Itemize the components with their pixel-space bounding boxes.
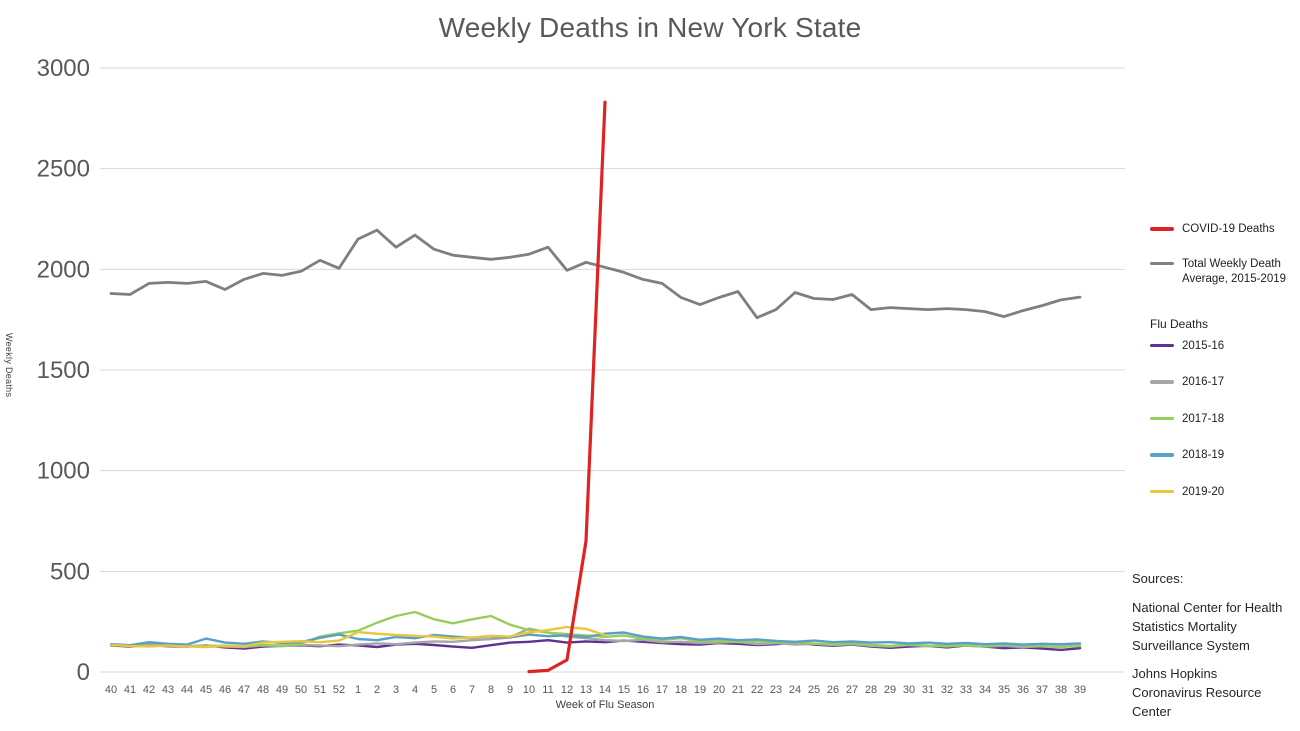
- x-tick-label: 51: [314, 684, 326, 696]
- series-line-covid-19-deaths: [527, 100, 607, 674]
- x-tick-label: 42: [143, 684, 155, 696]
- x-tick-label: 20: [713, 684, 725, 696]
- legend-swatch-2017-18: [1150, 416, 1174, 421]
- x-tick-label: 22: [751, 684, 763, 696]
- x-tick-label: 1: [355, 684, 361, 696]
- x-tick-label: 25: [808, 684, 820, 696]
- x-tick-label: 15: [618, 684, 630, 696]
- y-tick-label: 1000: [37, 458, 90, 485]
- legend-item-total-average: Total Weekly Death Average, 2015-2019: [1150, 257, 1300, 288]
- y-tick-label: 3000: [37, 55, 90, 82]
- x-tick-label: 35: [998, 684, 1010, 696]
- legend-label-2019-20: 2019-20: [1182, 485, 1225, 498]
- legend-swatch-2016-17: [1150, 380, 1174, 384]
- x-tick-label: 6: [450, 684, 456, 696]
- source-item-nchs: National Center for Health Statistics Mo…: [1132, 599, 1283, 653]
- x-tick-label: 3: [393, 684, 399, 696]
- x-tick-label: 49: [276, 684, 288, 696]
- legend-swatch-total-average: [1150, 261, 1174, 266]
- sources-block: Sources: National Center for Health Stat…: [1132, 570, 1300, 731]
- series-line-2019-20: [109, 625, 607, 649]
- x-tick-label: 52: [333, 684, 345, 696]
- x-tick-label: 45: [200, 684, 212, 696]
- x-tick-label: 29: [884, 684, 896, 696]
- x-tick-label: 23: [770, 684, 782, 696]
- x-tick-label: 11: [542, 684, 553, 696]
- x-tick-label: 13: [580, 684, 592, 696]
- x-tick-label: 50: [295, 684, 307, 696]
- x-tick-label: 24: [789, 684, 801, 696]
- legend-label-2017-18: 2017-18: [1182, 412, 1225, 425]
- x-tick-label: 16: [637, 684, 649, 696]
- x-tick-label: 27: [846, 684, 858, 696]
- x-tick-label: 2: [374, 684, 380, 696]
- legend-label-2015-16: 2015-16: [1182, 339, 1225, 352]
- legend-item-covid: COVID-19 Deaths: [1150, 222, 1300, 238]
- x-tick-label: 9: [507, 684, 513, 696]
- x-axis-title: Week of Flu Season: [555, 699, 655, 711]
- y-tick-label: 1500: [37, 357, 90, 384]
- x-tick-label: 14: [599, 684, 611, 696]
- x-tick-label: 33: [960, 684, 972, 696]
- legend-swatch-2018-19: [1150, 453, 1174, 457]
- x-tick-label: 39: [1074, 684, 1086, 696]
- legend-item-2015-16: 2015-16: [1150, 339, 1300, 355]
- y-tick-label: 2000: [37, 256, 90, 283]
- x-tick-label: 31: [922, 684, 934, 696]
- legend-swatch-2019-20: [1150, 489, 1174, 494]
- y-tick-label: 2500: [37, 156, 90, 183]
- y-tick-label: 500: [50, 558, 90, 585]
- x-tick-label: 19: [694, 684, 706, 696]
- x-tick-label: 30: [903, 684, 915, 696]
- x-tick-label: 5: [431, 684, 437, 696]
- y-tick-label: 0: [77, 659, 90, 686]
- x-tick-label: 37: [1036, 684, 1048, 696]
- series-line-total-weekly-death-average-2015-2019: [109, 228, 1082, 320]
- chart-title: Weekly Deaths in New York State: [438, 12, 862, 43]
- legend-item-2019-20: 2019-20: [1150, 485, 1300, 501]
- x-tick-label: 18: [675, 684, 687, 696]
- legend-label-2016-17: 2016-17: [1182, 376, 1225, 389]
- x-tick-label: 32: [941, 684, 953, 696]
- x-tick-label: 41: [124, 684, 136, 696]
- x-tick-label: 10: [523, 684, 535, 696]
- x-tick-label: 8: [488, 684, 494, 696]
- legend-item-2018-19: 2018-19: [1150, 448, 1300, 464]
- legend-item-2016-17: 2016-17: [1150, 375, 1300, 391]
- x-tick-label: 26: [827, 684, 839, 696]
- x-tick-label: 21: [732, 684, 744, 696]
- x-tick-label: 17: [656, 684, 668, 696]
- x-tick-label: 48: [257, 684, 269, 696]
- x-tick-label: 34: [979, 684, 991, 696]
- x-tick-label: 47: [238, 684, 250, 696]
- legend: COVID-19 Deaths Total Weekly Death Avera…: [1150, 222, 1300, 521]
- legend-label-2018-19: 2018-19: [1182, 449, 1225, 462]
- x-tick-label: 40: [105, 684, 117, 696]
- x-tick-label: 12: [561, 684, 573, 696]
- x-tick-label: 4: [412, 684, 418, 696]
- legend-swatch-2015-16: [1150, 343, 1174, 348]
- x-tick-label: 46: [219, 684, 231, 696]
- x-tick-label: 43: [162, 684, 174, 696]
- x-tick-label: 7: [469, 684, 475, 696]
- legend-label-total-average: Total Weekly Death Average, 2015-2019: [1182, 257, 1287, 286]
- legend-label-covid: COVID-19 Deaths: [1182, 223, 1275, 235]
- source-item-jhu: Johns Hopkins Coronavirus Resource Cente…: [1132, 666, 1262, 720]
- legend-swatch-covid: [1150, 226, 1174, 231]
- legend-item-2017-18: 2017-18: [1150, 412, 1300, 428]
- sources-heading: Sources:: [1132, 571, 1184, 586]
- x-tick-label: 28: [865, 684, 877, 696]
- x-tick-label: 36: [1017, 684, 1029, 696]
- x-tick-label: 38: [1055, 684, 1067, 696]
- x-tick-label: 44: [181, 684, 193, 696]
- y-axis-title: Weekly Deaths: [4, 333, 14, 398]
- legend-flu-deaths-header: Flu Deaths: [1150, 316, 1209, 331]
